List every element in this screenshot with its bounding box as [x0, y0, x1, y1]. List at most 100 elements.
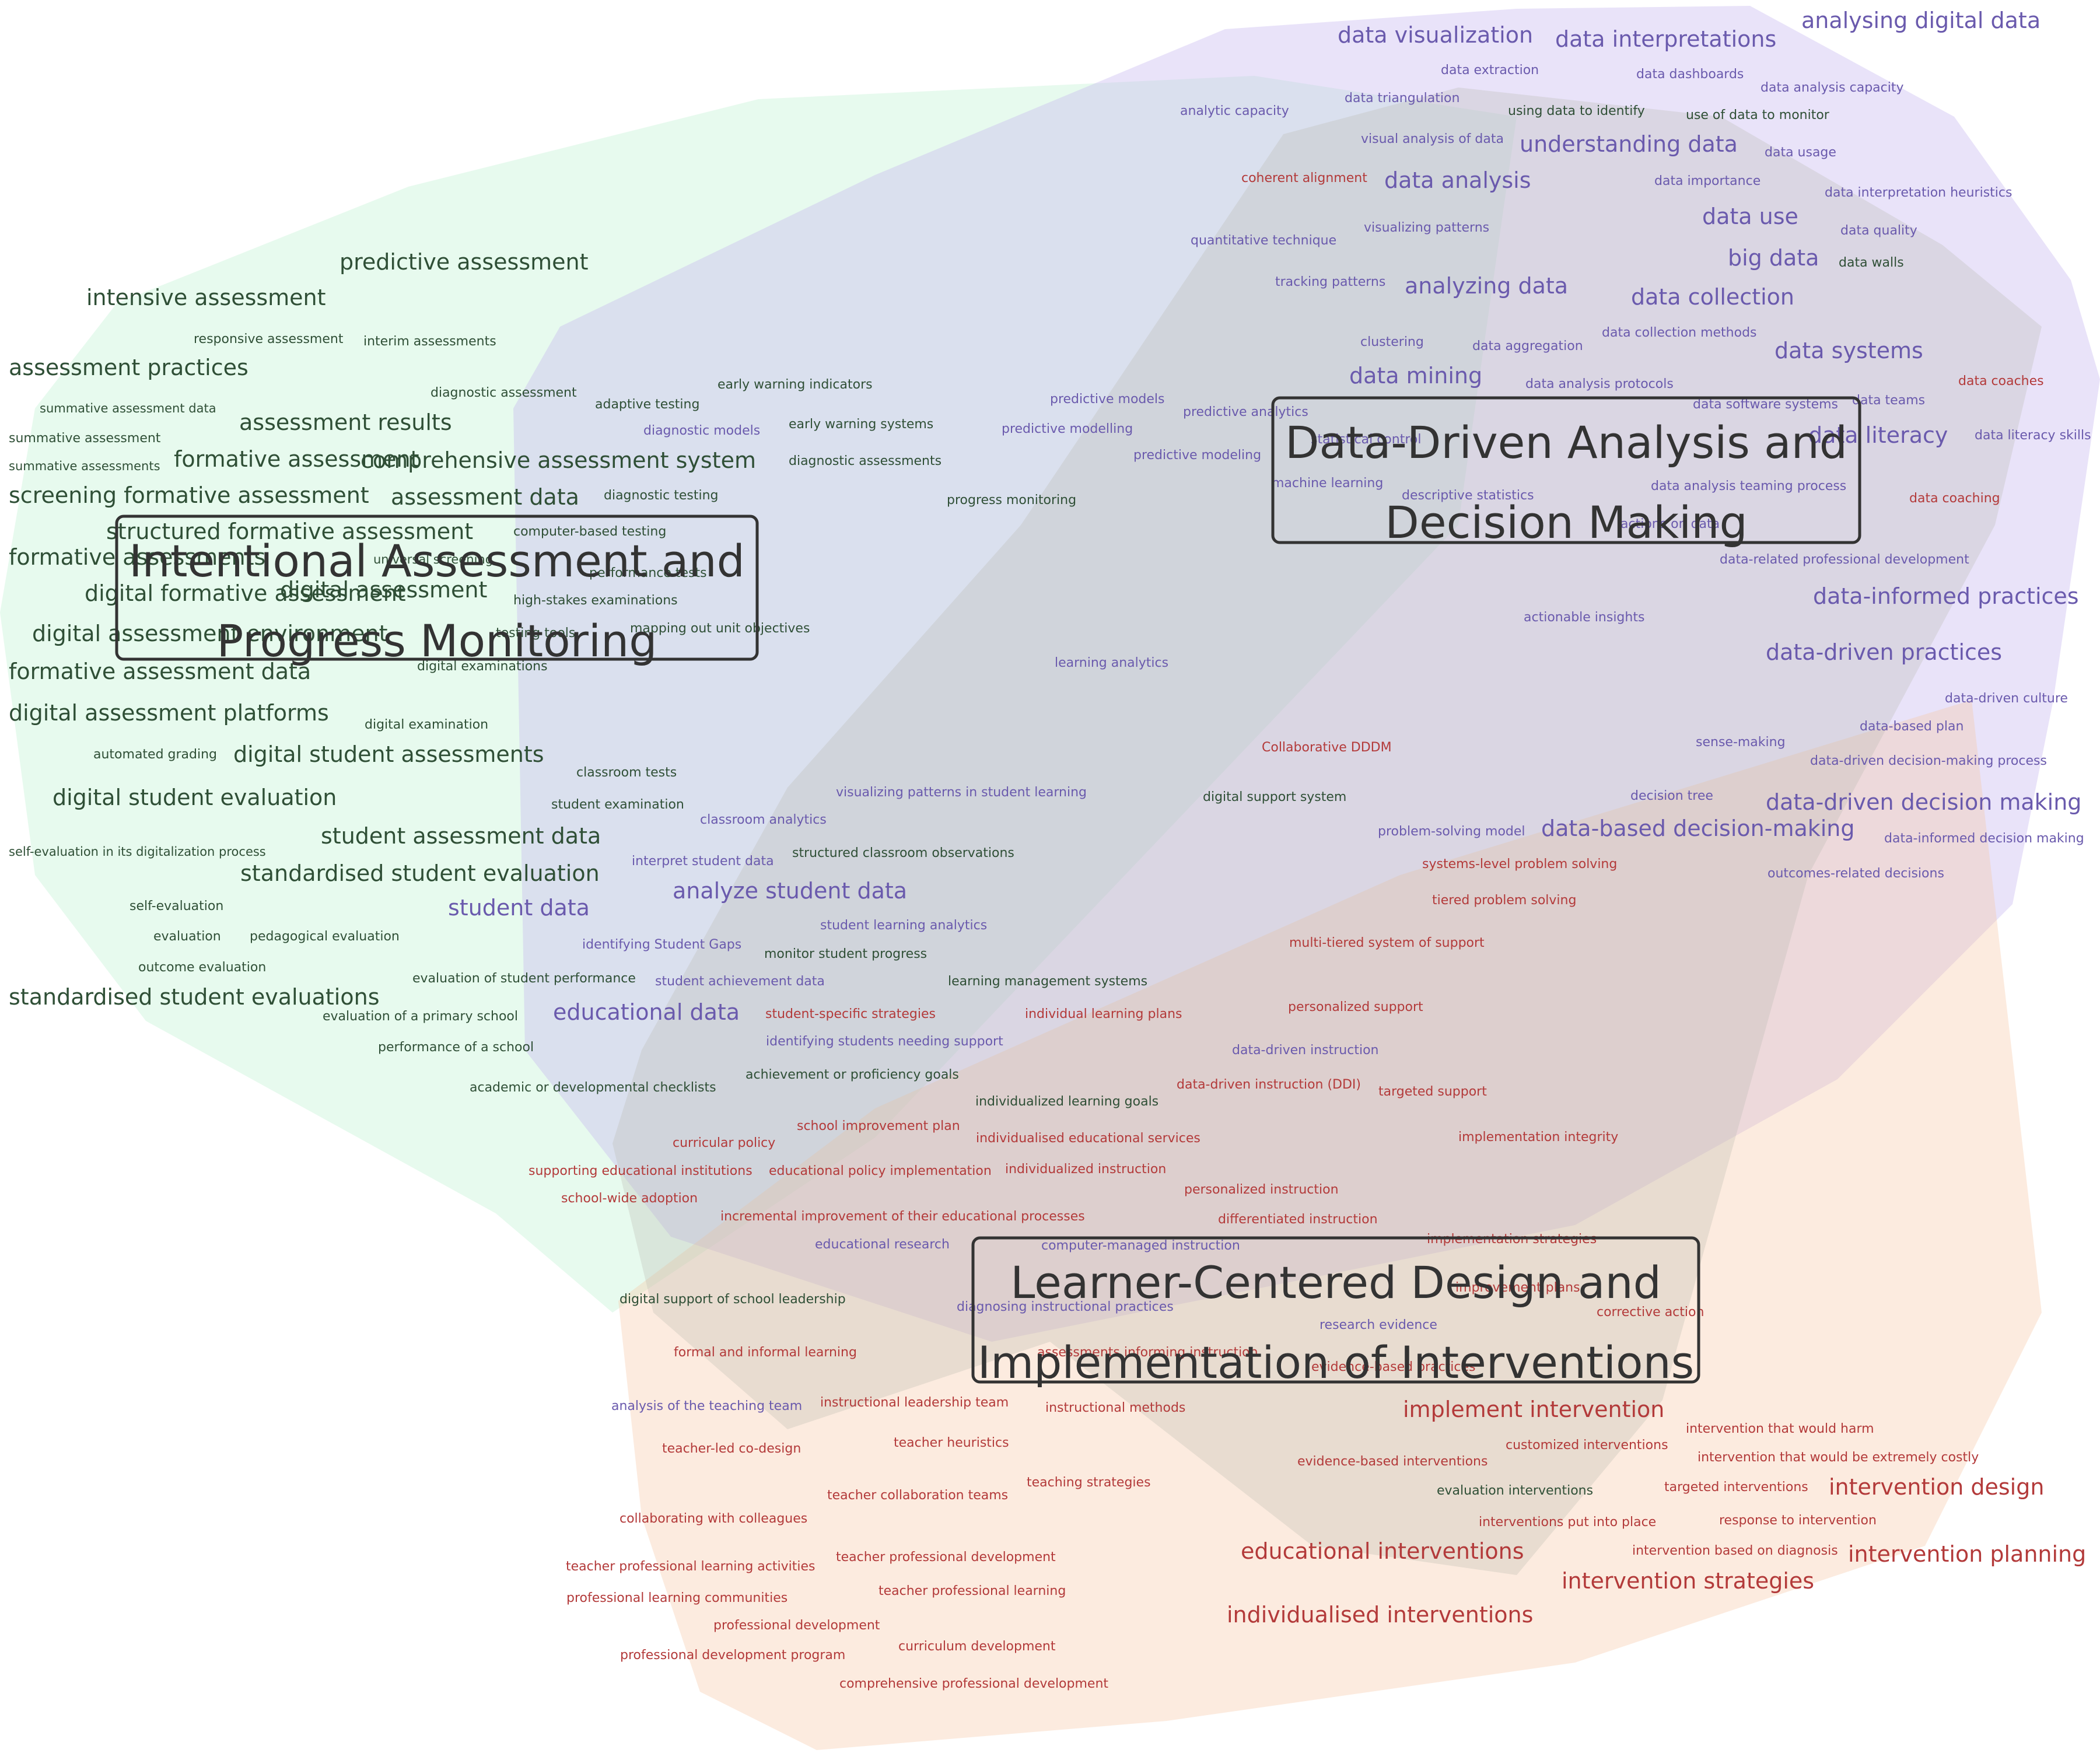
term-label: evaluation of a primary school — [323, 1009, 518, 1024]
term-label: intervention planning — [1848, 1541, 2086, 1567]
term-label: data-driven instruction (DDI) — [1177, 1077, 1361, 1092]
term-label: summative assessments — [9, 459, 160, 473]
term-label: implementation integrity — [1458, 1130, 1618, 1145]
term-label: teacher professional learning — [878, 1584, 1066, 1598]
term-label: responsive assessment — [194, 332, 344, 347]
term-label: educational research — [815, 1237, 950, 1252]
term-label-layer: predictive assessment intensive assessmen… — [9, 8, 2091, 1691]
term-label: data importance — [1654, 174, 1760, 188]
term-label: teaching strategies — [1027, 1475, 1151, 1490]
cluster-header-layer: Intentional Assessment and Progress Monit… — [115, 396, 1861, 1388]
term-label: statistical control — [1311, 432, 1421, 447]
term-label: educational data — [553, 999, 740, 1025]
term-label: evidence-based interventions — [1297, 1454, 1488, 1469]
term-label: corrective action — [1597, 1305, 1704, 1320]
term-label: identifying students needing support — [766, 1034, 1003, 1049]
term-label: data interpretations — [1555, 26, 1776, 52]
term-label: professional development — [713, 1618, 880, 1633]
term-label: digital support of school leadership — [620, 1292, 846, 1307]
term-label: individualized instruction — [1005, 1162, 1166, 1177]
term-label: data literacy — [1808, 422, 1948, 448]
term-label: use of data to monitor — [1686, 108, 1830, 123]
term-label: machine learning — [1272, 476, 1383, 491]
cluster-header-line: Data-Driven Analysis and — [1285, 417, 1847, 468]
term-label: individualized learning goals — [975, 1094, 1158, 1109]
term-label: screening formative assessment — [9, 482, 369, 508]
term-label: digital support system — [1203, 790, 1346, 804]
term-label: assessments informing instruction — [1037, 1345, 1258, 1360]
term-label: individualised interventions — [1227, 1602, 1533, 1628]
term-label: data analysis teaming process — [1651, 479, 1846, 494]
term-label: school-wide adoption — [561, 1191, 698, 1206]
term-label: high-stakes examinations — [513, 593, 678, 608]
term-label: data dashboards — [1636, 67, 1744, 82]
term-label: outcome evaluation — [138, 960, 266, 975]
term-label: data software systems — [1693, 397, 1838, 412]
region-assessment — [0, 76, 1517, 1313]
term-label: computer-managed instruction — [1041, 1238, 1240, 1253]
term-label: visual analysis of data — [1361, 132, 1504, 146]
term-label: personalized support — [1288, 1000, 1423, 1014]
term-label: predictive models — [1050, 392, 1165, 407]
term-label: testing tools — [496, 626, 575, 641]
term-label: coherent alignment — [1241, 171, 1367, 186]
cluster-header-box — [971, 1236, 1700, 1384]
term-label: using data to identify — [1508, 104, 1645, 118]
term-label: summative assessment — [9, 431, 161, 446]
term-label: student-specific strategies — [765, 1007, 936, 1021]
term-label: mapping out unit objectives — [630, 621, 810, 636]
term-label: digital assessment platforms — [9, 700, 329, 726]
term-label: data-driven practices — [1766, 639, 2002, 665]
term-label: interim assessments — [363, 334, 496, 349]
term-label: diagnostic assessment — [430, 386, 577, 400]
cluster-header-data: Data-Driven Analysis and Decision Making — [1271, 396, 1861, 548]
term-label: decision tree — [1630, 789, 1713, 803]
term-label: data-based plan — [1860, 719, 1964, 734]
term-label: understanding data — [1520, 131, 1738, 157]
term-label: intervention based on diagnosis — [1632, 1544, 1838, 1558]
term-label: tiered problem solving — [1432, 893, 1576, 908]
term-label: data-informed decision making — [1884, 831, 2084, 846]
term-label: digital assessment — [280, 577, 487, 603]
term-label: data-based decision-making — [1541, 816, 1855, 841]
term-label: big data — [1728, 245, 1819, 271]
term-label: data teams — [1852, 393, 1925, 408]
term-label: analysis of the teaching team — [611, 1399, 802, 1413]
term-label: differentiated instruction — [1218, 1212, 1378, 1227]
term-label: formative assessment data — [9, 659, 311, 684]
term-label: educational policy implementation — [769, 1164, 992, 1178]
term-label: visualizing patterns in student learning — [836, 785, 1087, 800]
term-label: data usage — [1765, 145, 1836, 160]
term-label: teacher professional development — [836, 1550, 1056, 1565]
term-label: response to intervention — [1719, 1513, 1877, 1528]
term-label: curriculum development — [898, 1639, 1056, 1654]
region-core — [612, 88, 2042, 1575]
term-label: instructional methods — [1045, 1401, 1185, 1415]
term-label: professional learning communities — [566, 1591, 788, 1605]
term-label: data coaches — [1958, 374, 2044, 389]
term-label: teacher-led co-design — [662, 1441, 801, 1456]
term-label: summative assessment data — [40, 401, 216, 415]
term-label: customized interventions — [1506, 1438, 1668, 1453]
term-label: intervention that would harm — [1686, 1422, 1874, 1436]
term-label: standardised student evaluation — [240, 860, 600, 886]
term-label: incremental improvement of their educati… — [720, 1209, 1085, 1224]
term-label: data quality — [1840, 223, 1917, 238]
term-label: analyzing data — [1405, 273, 1568, 299]
term-label: individual learning plans — [1025, 1007, 1182, 1021]
term-label: learning management systems — [948, 974, 1147, 989]
term-label: multi-tiered system of support — [1289, 936, 1485, 950]
term-label: improvement plans — [1455, 1280, 1580, 1295]
term-label: intervention strategies — [1562, 1568, 1814, 1594]
term-label: assessment practices — [9, 355, 249, 380]
term-label: diagnostic testing — [604, 488, 719, 503]
term-label: diagnostic assessments — [789, 454, 942, 468]
term-label: evidence-based practices — [1311, 1360, 1476, 1374]
term-label: predictive assessment — [340, 249, 589, 275]
term-label: data extraction — [1441, 63, 1539, 78]
term-label: problem-solving model — [1378, 824, 1525, 839]
term-label: data-driven instruction — [1232, 1043, 1378, 1058]
term-label: educational interventions — [1241, 1538, 1524, 1564]
